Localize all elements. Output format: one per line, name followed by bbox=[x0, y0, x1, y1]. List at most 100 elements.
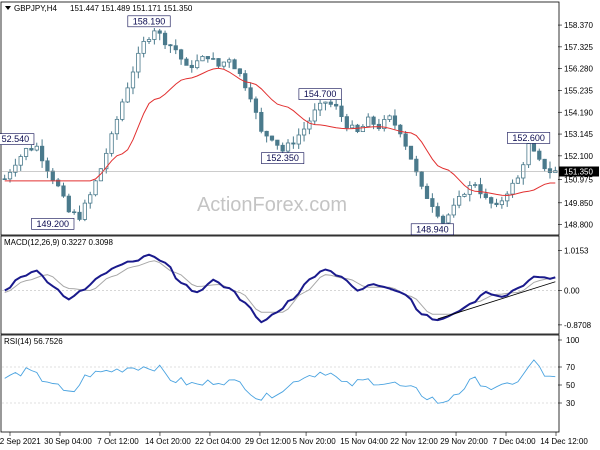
candle-body bbox=[307, 120, 312, 130]
price-ytick-label: 155.235 bbox=[564, 86, 593, 95]
candle-body bbox=[515, 177, 521, 184]
candle-body bbox=[189, 64, 194, 69]
candle-body bbox=[221, 61, 226, 67]
current-price-marker bbox=[559, 166, 599, 177]
candle-body bbox=[45, 160, 50, 172]
candle-body bbox=[253, 98, 259, 113]
price-y-axis: 158.370 157.325 156.280 155.235 154.190 153.1… bbox=[558, 21, 593, 230]
price-callout-label: 152.600 bbox=[512, 133, 545, 143]
x-tick-label: 22 Nov 12:00 bbox=[390, 437, 438, 446]
price-callouts: 52.540 158.190 149.200 152.350 154.700 148.94… bbox=[0, 15, 551, 236]
current-price-label: 151.350 bbox=[564, 168, 593, 177]
candle-body bbox=[440, 215, 446, 224]
candle-body bbox=[2, 178, 7, 181]
x-tick-label: 5 Nov 20:00 bbox=[293, 437, 337, 446]
candle-body bbox=[526, 143, 531, 166]
candle-body bbox=[510, 182, 515, 195]
x-tick-label: 29 Oct 12:00 bbox=[245, 437, 291, 446]
candle-body bbox=[291, 142, 296, 145]
candle-body bbox=[7, 171, 13, 180]
candle-body bbox=[98, 168, 104, 182]
candle-body bbox=[195, 60, 200, 69]
candle-body bbox=[408, 145, 414, 160]
candle-body bbox=[328, 101, 333, 105]
candle-body bbox=[414, 158, 419, 173]
candle-body bbox=[88, 194, 93, 204]
price-ytick-label: 154.190 bbox=[564, 108, 593, 117]
candle-body bbox=[312, 109, 317, 122]
price-ytick-label: 148.800 bbox=[564, 221, 593, 230]
candle-body bbox=[125, 87, 130, 103]
x-tick-label: 29 Nov 20:00 bbox=[440, 437, 488, 446]
watermark: ActionForex.com bbox=[197, 194, 347, 216]
candle-body bbox=[82, 202, 87, 220]
price-sma bbox=[4, 67, 556, 197]
candle-body bbox=[114, 118, 120, 135]
macd-y-axis: 1.0153 0.00 -0.8708 bbox=[558, 246, 592, 330]
candle-body bbox=[494, 202, 499, 206]
price-callout-box bbox=[0, 133, 35, 145]
x-tick-label: 22 Oct 04:00 bbox=[195, 437, 241, 446]
price-ytick-label: 156.280 bbox=[564, 65, 593, 74]
candle-body bbox=[109, 133, 114, 154]
macd-ytick-label: 1.0153 bbox=[564, 246, 589, 255]
candle-body bbox=[168, 44, 173, 47]
price-callout-box bbox=[261, 152, 305, 164]
macd-panel-frame bbox=[0, 235, 560, 335]
candle-body bbox=[237, 68, 243, 74]
candle-body bbox=[66, 195, 71, 213]
candle-body bbox=[72, 211, 77, 214]
rsi-ytick-label: 50 bbox=[566, 381, 575, 390]
symbol-label: GBPJPY,H4 bbox=[14, 4, 58, 13]
candle-body bbox=[537, 150, 542, 160]
dropdown-triangle-icon[interactable] bbox=[5, 6, 11, 10]
candle-body bbox=[483, 193, 488, 198]
x-tick-label: 7 Oct 12:00 bbox=[97, 437, 139, 446]
price-ytick-label: 158.370 bbox=[564, 21, 593, 30]
candle-body bbox=[269, 135, 275, 141]
candle-body bbox=[547, 168, 553, 174]
candle-body bbox=[13, 164, 18, 173]
candle-body bbox=[141, 40, 146, 54]
candle-body bbox=[173, 45, 178, 51]
macd-lines bbox=[4, 253, 556, 324]
rsi-line bbox=[4, 359, 556, 404]
price-ytick-label: 149.850 bbox=[564, 199, 593, 208]
macd-line bbox=[4, 253, 556, 324]
candle-body bbox=[104, 152, 109, 170]
candle-body bbox=[232, 59, 237, 70]
candle-body bbox=[285, 142, 291, 152]
price-ytick-label: 157.325 bbox=[564, 43, 593, 52]
candle-body bbox=[360, 126, 365, 133]
price-current-line: 151.350 bbox=[2, 166, 599, 177]
candle-body bbox=[392, 115, 398, 126]
rsi-ytick-label: 30 bbox=[566, 399, 575, 408]
candle-body bbox=[184, 58, 189, 66]
macd-ytick-label: -0.8708 bbox=[564, 321, 592, 330]
candle-body bbox=[301, 128, 307, 136]
candle-body bbox=[50, 170, 55, 181]
price-callout-label: 152.350 bbox=[266, 153, 299, 163]
candle-body bbox=[23, 148, 29, 157]
candle-body bbox=[419, 171, 424, 187]
candle-body bbox=[205, 56, 210, 60]
candle-body bbox=[61, 185, 66, 197]
candle-body bbox=[398, 124, 403, 135]
price-callout-box bbox=[31, 218, 75, 230]
candle-body bbox=[339, 105, 344, 118]
candle-body bbox=[323, 101, 328, 104]
symbol-header: GBPJPY,H4 151.447 151.489 151.171 151.35… bbox=[5, 4, 193, 13]
candle-body bbox=[462, 193, 467, 197]
ohlc-readout: 151.447 151.489 151.171 151.350 bbox=[70, 4, 193, 13]
candle-body bbox=[430, 198, 435, 207]
candle-body bbox=[146, 39, 152, 42]
rsi-panel-frame bbox=[0, 334, 560, 433]
price-ytick-label: 153.145 bbox=[564, 130, 593, 139]
candle-body bbox=[216, 58, 221, 67]
price-ytick-label: 152.100 bbox=[564, 152, 593, 161]
candle-body bbox=[275, 139, 280, 146]
candle-body bbox=[264, 130, 269, 137]
candle-body bbox=[296, 134, 301, 145]
